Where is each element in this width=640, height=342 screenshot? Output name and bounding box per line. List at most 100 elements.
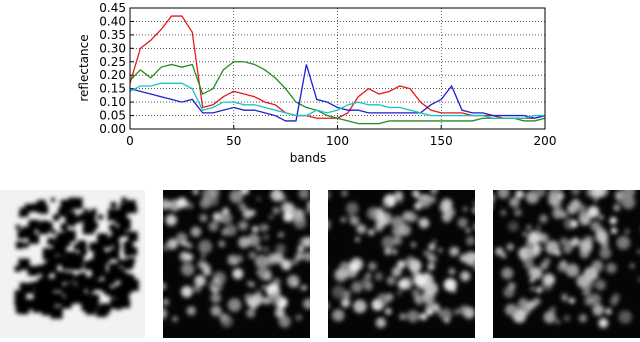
map-pixel: [42, 304, 54, 316]
map-pixel: [89, 242, 99, 252]
map-pixel: [117, 271, 128, 282]
map-blob: [418, 217, 430, 229]
y-tick-label: 0.40: [99, 14, 126, 28]
map-blob: [350, 257, 364, 271]
map-blob: [481, 200, 493, 212]
map-blob: [356, 224, 367, 234]
map-pixel: [109, 224, 117, 232]
map-blob: [414, 295, 425, 306]
map-blob: [262, 224, 269, 231]
map-pixel: [78, 292, 90, 305]
map-blob: [261, 284, 267, 290]
map-pixel: [63, 272, 74, 283]
x-tick-label: 200: [534, 134, 557, 148]
map-blob: [346, 202, 359, 215]
map-pixel: [117, 259, 125, 267]
map-blob: [397, 260, 406, 269]
map-pixel: [28, 221, 36, 229]
map-blob: [595, 264, 603, 273]
map-blob: [303, 298, 310, 310]
map-pixel: [50, 306, 63, 319]
map-blob: [471, 258, 475, 270]
map-pixel: [91, 208, 97, 215]
map-pixel: [42, 248, 55, 261]
map-pixel: [114, 217, 121, 224]
y-tick-label: 0.00: [99, 122, 126, 136]
map-blob: [531, 230, 543, 242]
map-blob: [592, 304, 605, 316]
map-blob: [598, 318, 609, 328]
y-tick-label: 0.45: [99, 1, 126, 15]
map-blob: [515, 190, 524, 199]
map-blob: [262, 246, 270, 253]
map-blob: [473, 222, 475, 230]
map-blob: [460, 271, 471, 282]
map-blob: [606, 262, 617, 274]
map-blob: [186, 306, 196, 316]
series-line: [129, 61, 546, 125]
map-blob: [427, 255, 434, 261]
map-blob: [473, 192, 486, 205]
map-blob: [295, 251, 304, 261]
map-pixel: [37, 224, 46, 232]
map-pixel: [53, 214, 60, 221]
map-blob: [517, 300, 525, 308]
y-tick-label: 0.10: [99, 95, 126, 109]
map-blob: [366, 207, 380, 220]
map-pixel: [80, 272, 87, 279]
map-blob: [224, 224, 237, 237]
series-line: [129, 64, 546, 122]
map-blob: [526, 224, 532, 230]
map-blob: [605, 308, 612, 315]
map-pixel: [17, 230, 26, 239]
map-blob: [548, 194, 560, 207]
map-blob: [280, 259, 292, 271]
map-blob: [610, 297, 618, 306]
map-blob: [222, 207, 230, 215]
map-blob: [497, 190, 510, 199]
map-blob: [247, 233, 261, 247]
map-blob: [318, 264, 326, 272]
map-pixel: [95, 244, 104, 252]
map-blob: [294, 209, 304, 219]
map-pixel: [32, 203, 41, 212]
map-blob: [593, 198, 598, 203]
map-blob: [367, 228, 375, 236]
map-pixel: [114, 287, 121, 294]
map-blob: [509, 197, 520, 208]
map-blob: [248, 251, 257, 259]
map-content: [14, 197, 139, 319]
map-pixel: [93, 260, 100, 267]
map-blob: [565, 263, 580, 278]
map-blob: [414, 273, 428, 287]
map-blob: [473, 200, 475, 206]
map-blob: [424, 281, 438, 296]
map-blob: [156, 217, 160, 221]
map-blob: [432, 303, 440, 311]
map-blob: [238, 220, 249, 231]
map-blob: [376, 293, 390, 306]
map-blob: [328, 302, 330, 310]
map-blob: [374, 272, 384, 281]
map-blob: [298, 190, 310, 200]
map-blob: [506, 243, 514, 251]
map-blob: [256, 245, 262, 251]
map-pixel: [26, 299, 37, 310]
map-blob: [353, 299, 367, 314]
map-blob: [208, 221, 219, 232]
map-pixel: [124, 231, 130, 236]
map-pixel: [74, 215, 82, 224]
map-blob: [262, 233, 270, 241]
map-pixel: [109, 249, 120, 260]
map-pixel: [83, 208, 89, 213]
map-blob: [568, 297, 575, 304]
map-blob: [391, 227, 400, 236]
map-content: [473, 190, 640, 328]
map-pixel: [77, 242, 87, 252]
map-pixel: [15, 224, 21, 230]
map-blob: [249, 281, 256, 288]
map-pixel: [130, 257, 136, 263]
map-blob: [172, 316, 178, 322]
map-blob: [624, 229, 630, 234]
map-pixel: [20, 229, 25, 234]
